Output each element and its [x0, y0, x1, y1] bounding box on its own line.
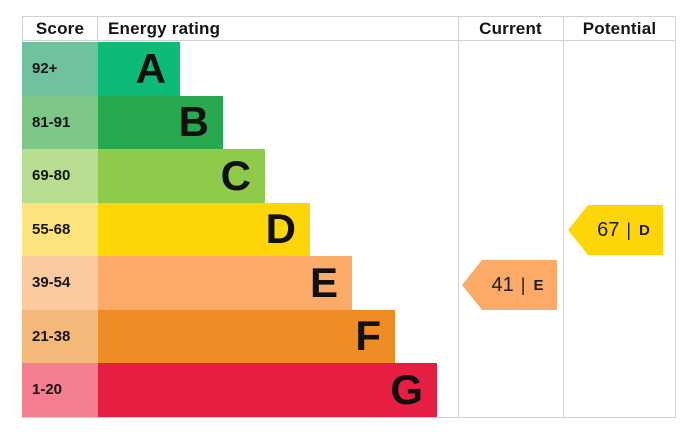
current-rating-band: E: [533, 276, 544, 294]
grid-line-header-bottom: [22, 40, 676, 41]
band-bar-e: E: [98, 256, 352, 310]
current-rating-marker: 41 | E: [462, 260, 557, 310]
band-row-b: 81-91 B: [22, 95, 676, 149]
band-rows: 92+ A 81-91 B 69-80 C 55-68 D 39-54 E 21…: [22, 42, 676, 417]
band-bar-g: G: [98, 363, 437, 417]
potential-rating-band: D: [639, 221, 650, 239]
score-range-d: 55-68: [22, 202, 98, 256]
band-row-d: 55-68 D: [22, 202, 676, 256]
band-bar-b: B: [98, 95, 223, 149]
score-range-a: 92+: [22, 42, 98, 96]
grid-line-bottom: [22, 417, 676, 418]
grid-line-right: [675, 16, 676, 417]
current-rating-value: 41: [491, 273, 514, 296]
score-range-f: 21-38: [22, 309, 98, 363]
grid-line-potential-left: [563, 16, 564, 417]
band-bar-a: A: [98, 42, 180, 96]
current-rating-separator: |: [520, 274, 526, 295]
potential-rating-value: 67: [597, 218, 620, 241]
score-range-b: 81-91: [22, 95, 98, 149]
score-range-e: 39-54: [22, 256, 98, 310]
band-row-f: 21-38 F: [22, 309, 676, 363]
column-header-potential: Potential: [582, 18, 657, 38]
band-bar-c: C: [98, 149, 265, 203]
band-bar-d: D: [98, 202, 310, 256]
score-range-c: 69-80: [22, 149, 98, 203]
score-range-g: 1-20: [22, 363, 98, 417]
band-row-a: 92+ A: [22, 42, 676, 96]
column-header-current: Current: [479, 18, 542, 38]
column-header-energy-rating: Energy rating: [108, 18, 221, 38]
potential-rating-separator: |: [626, 219, 632, 240]
grid-line-top: [22, 16, 676, 17]
band-row-c: 69-80 C: [22, 149, 676, 203]
potential-rating-marker: 67 | D: [568, 205, 663, 255]
column-header-score: Score: [35, 18, 85, 38]
band-row-g: 1-20 G: [22, 363, 676, 417]
grid-line-current-left: [458, 16, 459, 417]
band-row-e: 39-54 E: [22, 256, 676, 310]
band-bar-f: F: [98, 309, 395, 363]
